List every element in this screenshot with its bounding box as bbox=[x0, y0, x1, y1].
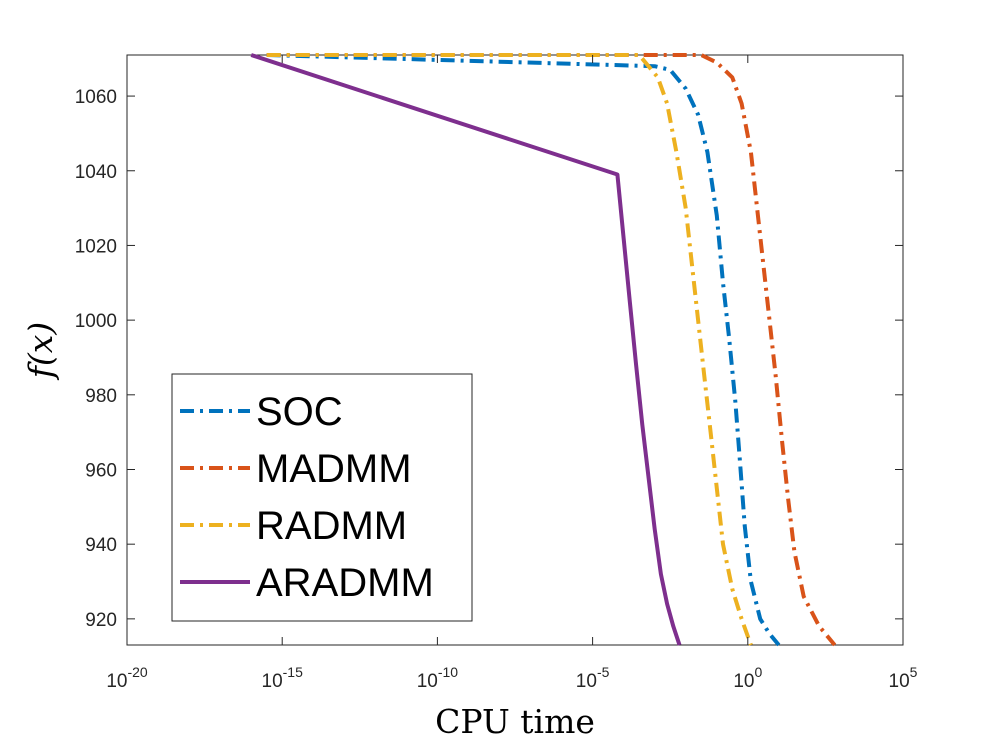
x-tick-label: 105 bbox=[889, 664, 918, 692]
series-layer bbox=[250, 53, 837, 647]
x-axis-label: CPU time bbox=[435, 702, 595, 741]
legend-label-radmm: RADMM bbox=[256, 504, 407, 548]
tick-layer: 10-20 10-15 10-10 10-5 100 105 920 940 960 980 100… bbox=[75, 55, 918, 692]
legend-label-soc: SOC bbox=[256, 390, 343, 434]
y-tick-label: 920 bbox=[85, 610, 117, 631]
y-tick-label: 1020 bbox=[75, 236, 117, 257]
legend-box bbox=[171, 373, 473, 622]
y-tick-label: 1060 bbox=[75, 87, 117, 108]
x-tick-label: 10-5 bbox=[576, 664, 610, 692]
y-tick-label: 980 bbox=[85, 386, 117, 407]
x-tick-label: 10-15 bbox=[262, 664, 304, 692]
series-line-aradmm bbox=[250, 53, 682, 646]
series-line-soc bbox=[266, 53, 781, 647]
series-line-radmm bbox=[266, 53, 753, 646]
y-tick-label: 940 bbox=[85, 535, 117, 556]
legend: SOC MADMM RADMM ARADMM bbox=[171, 373, 473, 622]
x-tick-label: 10-10 bbox=[417, 664, 459, 692]
legend-label-aradmm: ARADMM bbox=[256, 561, 434, 605]
y-axis-label: f(x) bbox=[21, 322, 60, 382]
y-tick-label: 1040 bbox=[75, 162, 117, 183]
y-tick-label: 1000 bbox=[75, 311, 117, 332]
y-tick-label: 960 bbox=[85, 460, 117, 481]
x-tick-label: 10-20 bbox=[106, 664, 148, 692]
x-tick-label: 100 bbox=[733, 664, 762, 692]
legend-label-madmm: MADMM bbox=[256, 447, 412, 491]
